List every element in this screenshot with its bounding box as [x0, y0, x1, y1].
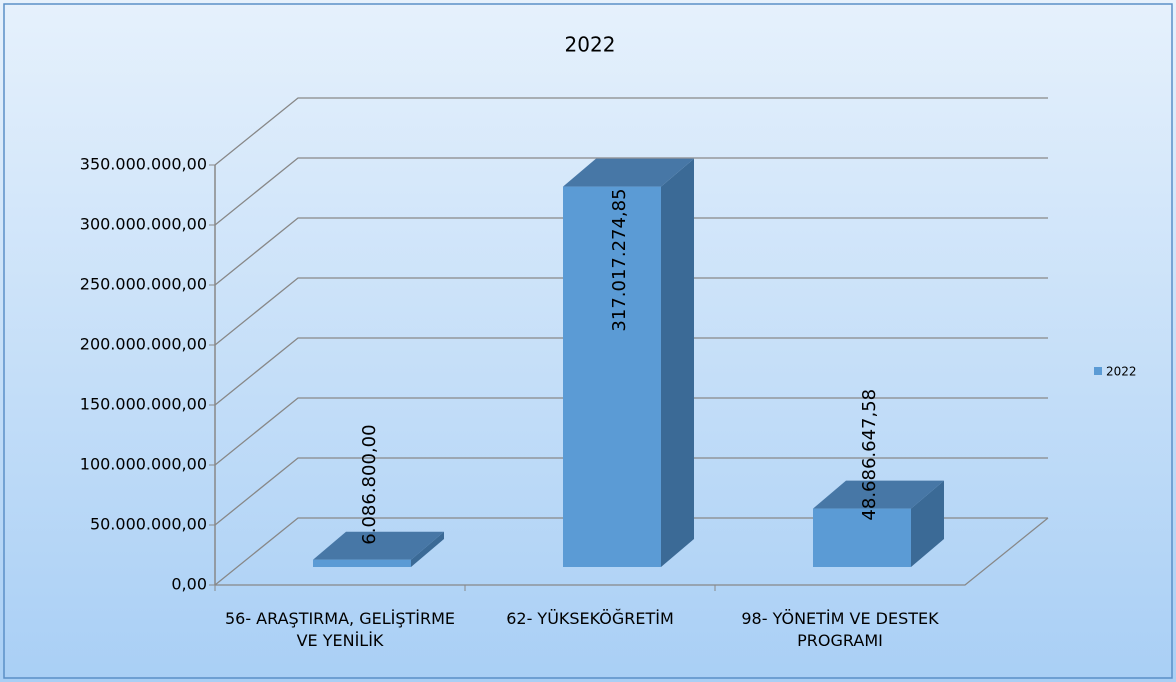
grid-line	[214, 217, 1048, 286]
grid-line	[214, 97, 1048, 166]
bar-top	[563, 158, 694, 187]
data-label: 6.086.800,00	[359, 424, 380, 544]
y-tick-label: 100.000.000,00	[80, 455, 207, 474]
y-tick-label: 350.000.000,00	[80, 155, 207, 174]
legend-swatch	[1094, 367, 1102, 375]
grid-line	[214, 397, 1048, 466]
grid-line	[214, 457, 1048, 526]
grid-line	[214, 157, 1048, 226]
bar-top	[313, 531, 444, 560]
x-tick-label: 98- YÖNETİM VE DESTEK PROGRAMI	[741, 609, 939, 650]
bar-top	[813, 480, 944, 509]
y-tick-label: 0,00	[171, 575, 207, 594]
data-label: 317.017.274,85	[609, 188, 630, 331]
grid-line	[214, 277, 1048, 346]
y-tick-label: 150.000.000,00	[80, 395, 207, 414]
bar	[563, 186, 661, 567]
x-tick-label: 56- ARAŞTIRMA, GELİŞTİRME VE YENİLİK	[224, 609, 456, 650]
grid-line	[214, 517, 1048, 586]
y-tick-label: 50.000.000,00	[90, 515, 207, 534]
bar	[813, 508, 911, 567]
grid-line	[214, 337, 1048, 406]
bar-side	[911, 480, 944, 567]
bar	[313, 559, 411, 567]
bar-side	[411, 531, 444, 567]
chart-title: 2022	[565, 33, 616, 57]
y-tick-label: 200.000.000,00	[80, 335, 207, 354]
data-label: 48.686.647,58	[859, 389, 880, 521]
legend-label: 2022	[1106, 365, 1137, 379]
bar-side	[661, 158, 694, 567]
x-tick-label: 62- YÜKSEKÖĞRETİM	[506, 609, 674, 628]
chart-border	[3, 3, 1173, 679]
y-tick-label: 300.000.000,00	[80, 215, 207, 234]
y-tick-label: 250.000.000,00	[80, 275, 207, 294]
